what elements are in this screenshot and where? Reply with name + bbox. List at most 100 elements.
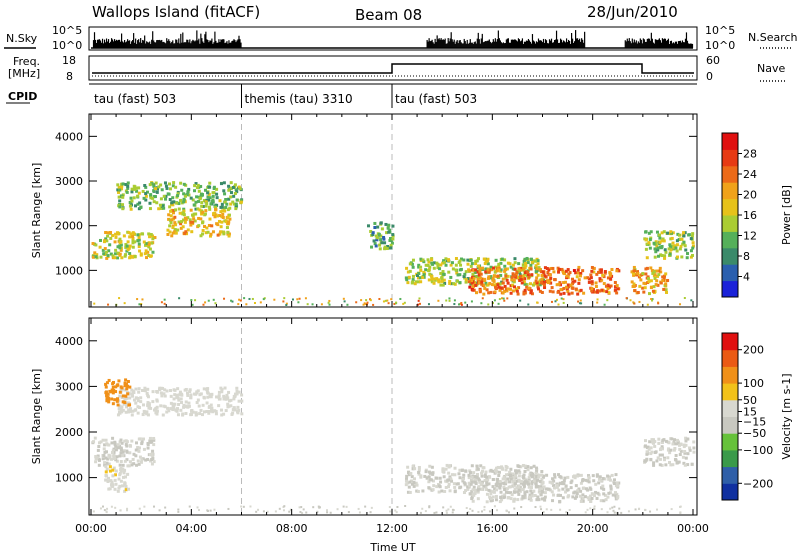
y-axis-title: Slant Range [km] [30,163,43,259]
cpid-mode-label: tau (fast) 503 [94,92,176,106]
colorbar-segment [722,433,738,451]
colorbar-tick-label: −15 [743,416,766,429]
x-tick-label: 12:00 [376,522,408,535]
freq-label: Freq. [13,55,40,68]
y-tick-label: 3000 [55,175,83,188]
echo-region [467,265,621,296]
echo-region [91,230,157,260]
sky-noise-trace [91,30,694,49]
search-label: N.Search [748,31,798,44]
colorbar-segment [722,416,738,434]
y-axis-title: Slant Range [km] [30,369,43,465]
y-tick-label: 1000 [55,264,83,277]
colorbar-tick-label: 16 [743,209,757,222]
y-tick-label: 3000 [55,380,83,393]
colorbar-segment [722,466,738,484]
power-colorbar: 4 8 12 16 20 24 28 Power [dB] [721,132,793,298]
colorbar-segment [722,399,738,417]
colorbar-tick-label: 200 [743,344,764,357]
freq-tick-bottom: 8 [66,70,73,83]
echo-region [104,378,132,407]
colorbar-tick-label: −50 [743,427,766,440]
y-tick-label: 2000 [55,426,83,439]
y-tick-label: 2000 [55,220,83,233]
echo-region [630,265,670,296]
cpid-mode-row: tau (fast) 503 themis (tau) 3310 tau (fast… [94,84,477,108]
echo-region [467,473,621,504]
colorbar-tick-label: −100 [743,444,773,457]
echo-region [116,386,244,417]
echo-region [643,230,695,260]
freq-tick-top: 18 [62,54,76,67]
colorbar-tick-label: 50 [743,394,757,407]
y-tick-label: 4000 [55,130,83,143]
station-title: Wallops Island (fitACF) [92,3,260,21]
colorbar-segment [722,198,738,216]
freq-panel-frame [88,55,698,81]
x-tick-label: 08:00 [276,522,308,535]
colorbar-tick-label: −200 [743,477,773,490]
colorbar-segment [722,133,738,150]
colorbar-title: Power [dB] [780,185,793,245]
x-tick-label: 16:00 [476,522,508,535]
x-tick-label: 04:00 [175,522,207,535]
colorbar-segment [722,383,738,401]
colorbar-segment [722,449,738,468]
colorbar-tick-label: 20 [743,189,757,202]
echo-region [366,221,395,251]
beam-title: Beam 08 [355,6,422,24]
y-tick-label: 1000 [55,472,83,485]
echo-region [104,464,131,493]
search-tick-bottom: 10^0 [705,39,735,52]
colorbar-segment [722,165,738,183]
colorbar-segment [722,149,738,167]
panel-frame [88,317,698,516]
date-title: 28/Jun/2010 [587,3,678,21]
y-tick-label: 4000 [55,335,83,348]
echo-region [404,463,546,495]
cpid-label: CPID [8,90,37,103]
nave-tick-top: 60 [706,54,720,67]
x-axis-title: Time UT [369,541,415,554]
colorbar-tick-label: 12 [743,230,757,243]
x-tick-label: 20:00 [577,522,609,535]
echo-region [116,181,244,211]
colorbar-tick-label: 24 [743,168,757,181]
x-tick-label: 00:00 [677,522,709,535]
colorbar-segment [722,366,738,384]
colorbar-segment [722,264,738,282]
velocity-panel: 1000 2000 3000 4000 Slant Range [km] 00:00 04:… [30,317,709,535]
colorbar-segment [722,280,738,298]
sky-panel-frame [88,26,698,51]
colorbar-segment [722,231,738,249]
echo-region [643,436,696,467]
x-tick-label: 00:00 [75,522,107,535]
colorbar-segment [722,333,738,351]
echo-region [91,436,156,467]
colorbar-tick-label: 100 [743,377,764,390]
freq-trace [92,63,694,74]
colorbar-segment [722,349,738,367]
sky-label: N.Sky [6,32,38,45]
colorbar-title: Velocity [m s-1] [780,373,793,459]
colorbar-segment [722,483,738,501]
sky-tick-top: 10^5 [52,24,82,37]
colorbar-segment [722,215,738,232]
echo-region [166,207,232,238]
sky-tick-bottom: 10^0 [52,39,82,52]
cpid-mode-label: tau (fast) 503 [395,92,477,106]
colorbar-segment [722,182,738,200]
colorbar-segment [722,247,738,265]
colorbar-tick-label: 8 [743,250,750,263]
cpid-mode-label: themis (tau) 3310 [245,92,353,106]
freq-unit-label: [MHz] [8,67,40,80]
colorbar-tick-label: 28 [743,148,757,161]
colorbar-tick-label: 15 [743,405,757,418]
colorbar-tick-label: 4 [743,271,750,284]
search-tick-top: 10^5 [705,24,735,37]
nave-tick-bottom: 0 [706,70,713,83]
nave-label: Nave [757,62,785,75]
power-panel: 1000 2000 3000 4000 Slant Range [km] [30,113,698,308]
